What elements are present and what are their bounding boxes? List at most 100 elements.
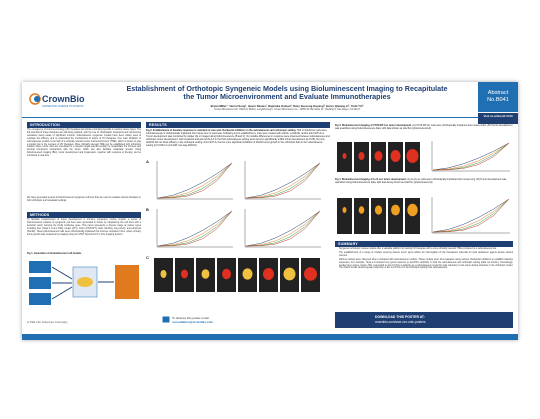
panel-label: B [146, 207, 149, 212]
email-prompt: To discuss this poster email [172, 316, 209, 320]
logo-mark [34, 96, 40, 102]
plot-axis [156, 161, 233, 200]
plot-line [157, 162, 233, 199]
header-rule [22, 117, 478, 118]
figure-panels: A B C [146, 159, 322, 292]
image-signal [342, 153, 347, 159]
plot-line [157, 162, 233, 199]
plot-line [432, 198, 510, 233]
plot-axis [244, 209, 321, 248]
image-signal [407, 203, 418, 217]
image-signal [374, 151, 383, 161]
figure-text: H22 or Pan02-luc cells were subcutaneous… [146, 129, 330, 147]
image-tile [371, 198, 386, 234]
icon-shape [162, 316, 170, 323]
email-icon [162, 316, 170, 323]
plot-line [245, 210, 321, 247]
image-signal [283, 267, 296, 281]
image-signal [201, 269, 210, 279]
poster: CrownBio CONNECTING SCIENCE TO PATIENTS … [22, 82, 518, 340]
diagram-box [29, 277, 51, 289]
figure-panels [337, 140, 511, 174]
figure-caption: Fig 4. Bioluminescent imaging of LL/2-Lu… [335, 178, 513, 184]
image-tile [354, 198, 369, 234]
poster-title: Establishment of Orthotopic Syngeneic Mo… [126, 84, 448, 102]
panel-label: A [146, 159, 149, 164]
abstract-label: Abstract No.B041 [487, 90, 509, 103]
plot-line [432, 142, 510, 171]
company-tag: A JSR Life Sciences Company [27, 320, 68, 324]
bullet: Various models were observed when compar… [339, 259, 513, 271]
abstract-box: Abstract No.B041 [478, 82, 518, 112]
paragraph: We have generated a panel of bioluminesc… [27, 197, 141, 202]
plot-frame [242, 208, 322, 250]
plot-line [432, 142, 510, 171]
authors: Bryan Miller¹, Yanrui Song¹, Jason Davie… [210, 104, 364, 108]
panel-label: C [146, 255, 149, 260]
download-bar: DOWNLOAD THIS POSTER AT: crownbio.com/sa… [335, 312, 513, 328]
plot-line [157, 162, 233, 199]
figure-panels [337, 196, 511, 236]
image-signal [406, 149, 419, 163]
plot-line [432, 142, 510, 171]
image-signal [242, 268, 253, 280]
image-tile [337, 198, 352, 234]
footer-rule [22, 334, 518, 340]
logo: CrownBio CONNECTING SCIENCE TO PATIENTS [29, 93, 85, 108]
plot-line [157, 210, 233, 247]
plot-frame [154, 160, 234, 202]
image-signal [304, 267, 317, 281]
download-label: DOWNLOAD THIS POSTER AT: [375, 315, 425, 319]
section-heading: SUMMARY [335, 241, 513, 247]
image-signal [181, 269, 188, 279]
image-signal [263, 268, 274, 280]
plot-axis [244, 161, 321, 200]
section-heading: RESULTS [146, 122, 330, 128]
diagram-box [115, 265, 139, 299]
paragraph: To facilitate measurement of tumor devel… [27, 219, 141, 236]
figure-title: Fig 3. Bioluminescent imaging of CT26.WT… [335, 124, 412, 127]
figure-title: Fig 4. Bioluminescent imaging of LL/2-Lu… [335, 178, 407, 181]
diagram-icon [77, 277, 93, 287]
figure-text: (A) LL/2-Luc cells were orthotopically i… [335, 178, 507, 184]
image-signal [391, 204, 400, 216]
figure-caption: Fig 2. Establishment of baseline respons… [146, 129, 330, 147]
plot-line [432, 198, 510, 233]
logo-tagline: CONNECTING SCIENCE TO PATIENTS [42, 105, 84, 108]
diagram-box [29, 261, 51, 273]
image-signal [358, 206, 365, 214]
section-heading: METHODS [27, 212, 141, 218]
booth-label: Visit us at Booth #410 [478, 113, 518, 124]
figure-diagram [29, 261, 139, 305]
figure-caption: Fig 1. Generation of bioluminescent cell… [27, 252, 82, 255]
section-heading: INTRODUCTION [27, 122, 141, 128]
diagram-arrow [51, 266, 114, 300]
plot-line [157, 210, 233, 247]
image-signal [358, 152, 365, 160]
plot-frame [429, 140, 511, 174]
download-url[interactable]: crownbio.com/sacr-ncr-onic-posters [375, 320, 426, 324]
plot-axis [156, 209, 233, 248]
paragraph: The emergence of immuno-oncology (I/O) t… [27, 129, 141, 158]
plot-axis [431, 141, 510, 172]
image-signal [160, 270, 167, 278]
plot-line [245, 162, 321, 199]
plot-frame [154, 208, 234, 250]
email-link[interactable]: consultation@crownbio.com [172, 320, 214, 324]
image-signal [390, 150, 401, 162]
image-signal [222, 268, 231, 280]
affiliations: ¹Crown Bioscience UK, Hillcrest, Belton,… [213, 108, 361, 111]
bullet: Syngeneic orthotopic mouse models offer … [339, 248, 513, 251]
plot-line [245, 210, 321, 247]
figure-caption: Fig 3. Bioluminescent imaging of CT26.WT… [335, 124, 513, 130]
plot-frame [429, 196, 511, 236]
logo-name: CrownBio [42, 94, 85, 104]
image-tile [388, 198, 403, 234]
plot-frame [242, 160, 322, 202]
plot-line [157, 210, 233, 247]
bullet-list: Syngeneic orthotopic mouse models offer … [335, 248, 513, 271]
diagram-box [29, 293, 51, 305]
plot-line [432, 198, 510, 233]
figure-title: Fig 2. Establishment of baseline respons… [146, 129, 297, 132]
